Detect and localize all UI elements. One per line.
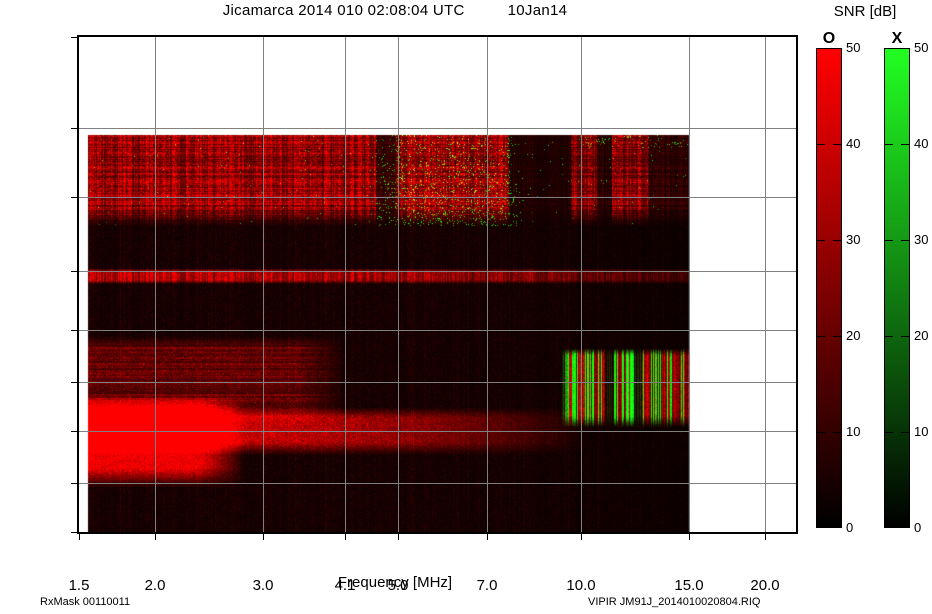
- colorbar-tick-label: 10: [914, 424, 929, 439]
- y-axis-tick: [71, 128, 79, 129]
- gridline-vertical: [345, 37, 346, 532]
- gridline-horizontal: [79, 431, 796, 432]
- x-axis-tick-label: 3.0: [252, 577, 274, 594]
- colorbar-tick: [833, 336, 842, 337]
- colorbar-tick: [901, 336, 910, 337]
- colorbar-tick-label: 30: [914, 232, 929, 247]
- x-axis-tick: [581, 532, 582, 540]
- x-axis-tick: [689, 532, 690, 540]
- gridline-horizontal: [79, 197, 796, 198]
- colorbar-tick-label: 20: [846, 328, 861, 343]
- y-axis-tick: [71, 382, 79, 383]
- colorbar-tick: [833, 240, 842, 241]
- x-axis-tick-label: 20.0: [750, 577, 780, 594]
- x-axis-tick: [263, 532, 264, 540]
- plot-inner: [79, 37, 796, 532]
- colorbar-tick: [884, 144, 893, 145]
- gridline-vertical: [398, 37, 399, 532]
- gridline-horizontal: [79, 128, 796, 129]
- colorbar-tick: [884, 432, 893, 433]
- gridline-vertical: [155, 37, 156, 532]
- colorbar-tick: [833, 432, 842, 433]
- colorbar-x-head: X: [891, 30, 903, 47]
- colorbar-o-mode: [816, 48, 842, 528]
- colorbar-tick: [816, 144, 825, 145]
- y-axis-tick: [71, 532, 79, 533]
- colorbar-tick: [901, 240, 910, 241]
- x-axis-tick-label: 7.0: [476, 577, 498, 594]
- file-tag-label: VIPIR JM91J_2014010020804.RIQ: [588, 596, 761, 608]
- x-axis-tick: [487, 532, 488, 540]
- colorbar-tick-label: 20: [914, 328, 929, 343]
- title-timestamp: 2014 010 02:08:04 UTC: [298, 2, 465, 19]
- y-axis-tick: [71, 483, 79, 484]
- y-axis-tick: [71, 197, 79, 198]
- y-axis-tick: [71, 431, 79, 432]
- colorbar-x-mode: [884, 48, 910, 528]
- x-axis-tick-label: 10.0: [566, 577, 596, 594]
- colorbar-tick-label: 40: [846, 136, 861, 151]
- colorbar-tick: [816, 432, 825, 433]
- x-axis-tick: [765, 532, 766, 540]
- colorbar-tick: [816, 336, 825, 337]
- gridline-vertical: [689, 37, 690, 532]
- colorbar-tick-label: 50: [914, 40, 929, 55]
- x-axis-tick: [345, 532, 346, 540]
- x-axis-label: Frequency [MHz]: [337, 574, 453, 591]
- colorbar-tick-label: 0: [914, 520, 922, 535]
- colorbar-tick: [901, 432, 910, 433]
- gridline-horizontal: [79, 483, 796, 484]
- colorbar-tick: [884, 240, 893, 241]
- colorbar-o-head: O: [822, 30, 836, 47]
- rxmask-label: RxMask 00110011: [40, 596, 131, 608]
- gridline-horizontal: [79, 382, 796, 383]
- colorbar-tick: [884, 336, 893, 337]
- y-axis-tick: [71, 271, 79, 272]
- y-axis-tick: [71, 37, 79, 38]
- y-axis-label: Range [km]: [0, 232, 1, 309]
- x-axis-tick-label: 4.1: [334, 577, 356, 594]
- colorbar-tick-label: 30: [846, 232, 861, 247]
- ionogram-plot: 15008005003002001401007050 1.52.03.04.15…: [69, 35, 798, 594]
- colorbar-tick-label: 40: [914, 136, 929, 151]
- colorbar-tick-label: 10: [846, 424, 861, 439]
- colorbar-tick: [901, 144, 910, 145]
- colorbar-tick: [833, 144, 842, 145]
- gridline-vertical: [581, 37, 582, 532]
- x-axis-tick-label: 1.5: [68, 577, 90, 594]
- x-axis-tick: [79, 532, 80, 540]
- title-station: Jicamarca: [222, 2, 294, 19]
- x-axis-tick-label: 15.0: [674, 577, 704, 594]
- x-axis-tick-label: 5.0: [387, 577, 409, 594]
- gridline-vertical: [487, 37, 488, 532]
- colorbar-tick: [816, 240, 825, 241]
- ionogram-canvas: [79, 37, 796, 532]
- y-axis-tick: [71, 330, 79, 331]
- colorbar-title: SNR [dB]: [833, 3, 897, 20]
- gridline-horizontal: [79, 330, 796, 331]
- page-title: Jicamarca 2014 010 02:08:04 UTC 10Jan14: [0, 2, 790, 19]
- x-axis-tick: [155, 532, 156, 540]
- gridline-vertical: [765, 37, 766, 532]
- title-date: 10Jan14: [507, 2, 568, 19]
- gridline-horizontal: [79, 271, 796, 272]
- colorbar-tick-label: 50: [846, 40, 861, 55]
- colorbar-tick-label: 0: [846, 520, 854, 535]
- x-axis-tick-label: 2.0: [144, 577, 166, 594]
- gridline-vertical: [263, 37, 264, 532]
- x-axis-tick: [398, 532, 399, 540]
